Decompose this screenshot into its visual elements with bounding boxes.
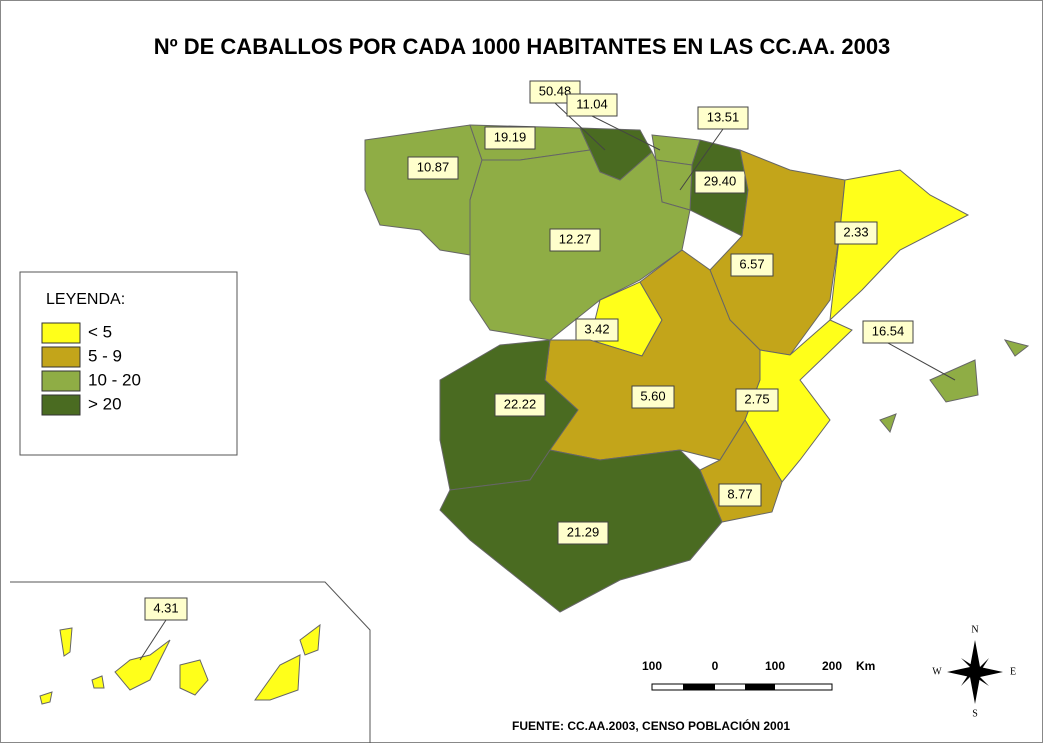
value-label-box	[484, 126, 536, 150]
region	[929, 359, 979, 403]
legend-title: LEYENDA:	[46, 291, 125, 308]
scale-bar	[651, 683, 833, 691]
value-label-box	[631, 385, 675, 409]
value-label-box	[694, 170, 746, 194]
leader-line	[591, 115, 661, 151]
scale-bar-seg	[745, 684, 775, 690]
legend-label: 5 - 9	[88, 346, 122, 365]
value-label: 13.51	[707, 109, 740, 124]
value-label-box	[834, 221, 878, 245]
legend-swatch	[41, 322, 81, 344]
value-label-box	[718, 483, 762, 507]
compass-label: N	[971, 624, 978, 635]
leader-line	[139, 619, 167, 661]
value-label-box	[144, 597, 188, 621]
value-label-box	[862, 320, 914, 344]
compass-label: E	[1010, 666, 1016, 677]
legend-swatch	[41, 346, 81, 368]
value-label: 6.57	[739, 256, 764, 271]
legend-label: < 5	[88, 322, 112, 341]
region	[179, 659, 209, 696]
value-label-box	[549, 228, 601, 252]
region	[299, 623, 321, 656]
value-label: 21.29	[567, 524, 600, 539]
region	[254, 654, 301, 701]
scale-unit: Km	[856, 659, 875, 673]
value-label: 19.19	[494, 129, 527, 144]
value-label: 2.75	[744, 391, 769, 406]
value-label: 10.87	[417, 159, 450, 174]
value-label-box	[697, 106, 749, 130]
value-label: 5.60	[640, 388, 665, 403]
scale-bar-seg	[683, 684, 715, 690]
value-label-box	[735, 388, 779, 412]
map-title: Nº DE CABALLOS POR CADA 1000 HABITANTES …	[154, 34, 891, 59]
region	[91, 675, 105, 689]
value-label: 22.22	[504, 396, 537, 411]
region	[1003, 339, 1030, 357]
scale-label: 100	[765, 659, 785, 673]
value-label: 16.54	[872, 323, 905, 338]
value-label-box	[730, 253, 774, 277]
region	[59, 627, 73, 657]
value-label: 4.31	[153, 600, 178, 615]
scale-label: 0	[712, 659, 719, 673]
scale-label: 200	[822, 659, 842, 673]
region	[114, 639, 171, 691]
legend-label: 10 - 20	[88, 370, 141, 389]
leader-line	[554, 102, 606, 151]
region	[879, 413, 897, 434]
value-label: 3.42	[584, 321, 609, 336]
legend-label: > 20	[88, 394, 122, 413]
leader-line	[887, 342, 956, 381]
region	[829, 169, 970, 322]
value-label-box	[407, 156, 459, 180]
source: FUENTE: CC.AA.2003, CENSO POBLACIÓN 2001	[512, 718, 790, 733]
value-label: 2.33	[843, 224, 868, 239]
compass-label: S	[972, 708, 978, 719]
leader-line	[679, 128, 724, 191]
region	[39, 691, 53, 705]
compass-rose	[961, 658, 989, 686]
value-label-box	[566, 93, 618, 117]
legend-swatch	[41, 370, 81, 392]
value-label-box	[575, 318, 619, 342]
value-label: 50.48	[539, 83, 572, 98]
legend-swatch	[41, 394, 81, 416]
scale-label: 100	[642, 659, 662, 673]
value-label-box	[494, 393, 546, 417]
value-label: 8.77	[727, 486, 752, 501]
value-label: 29.40	[704, 173, 737, 188]
value-label: 12.27	[559, 231, 592, 246]
compass-label: W	[932, 666, 942, 677]
inset-frame	[10, 581, 371, 743]
value-label-box	[557, 521, 609, 545]
value-label: 11.04	[576, 96, 608, 111]
